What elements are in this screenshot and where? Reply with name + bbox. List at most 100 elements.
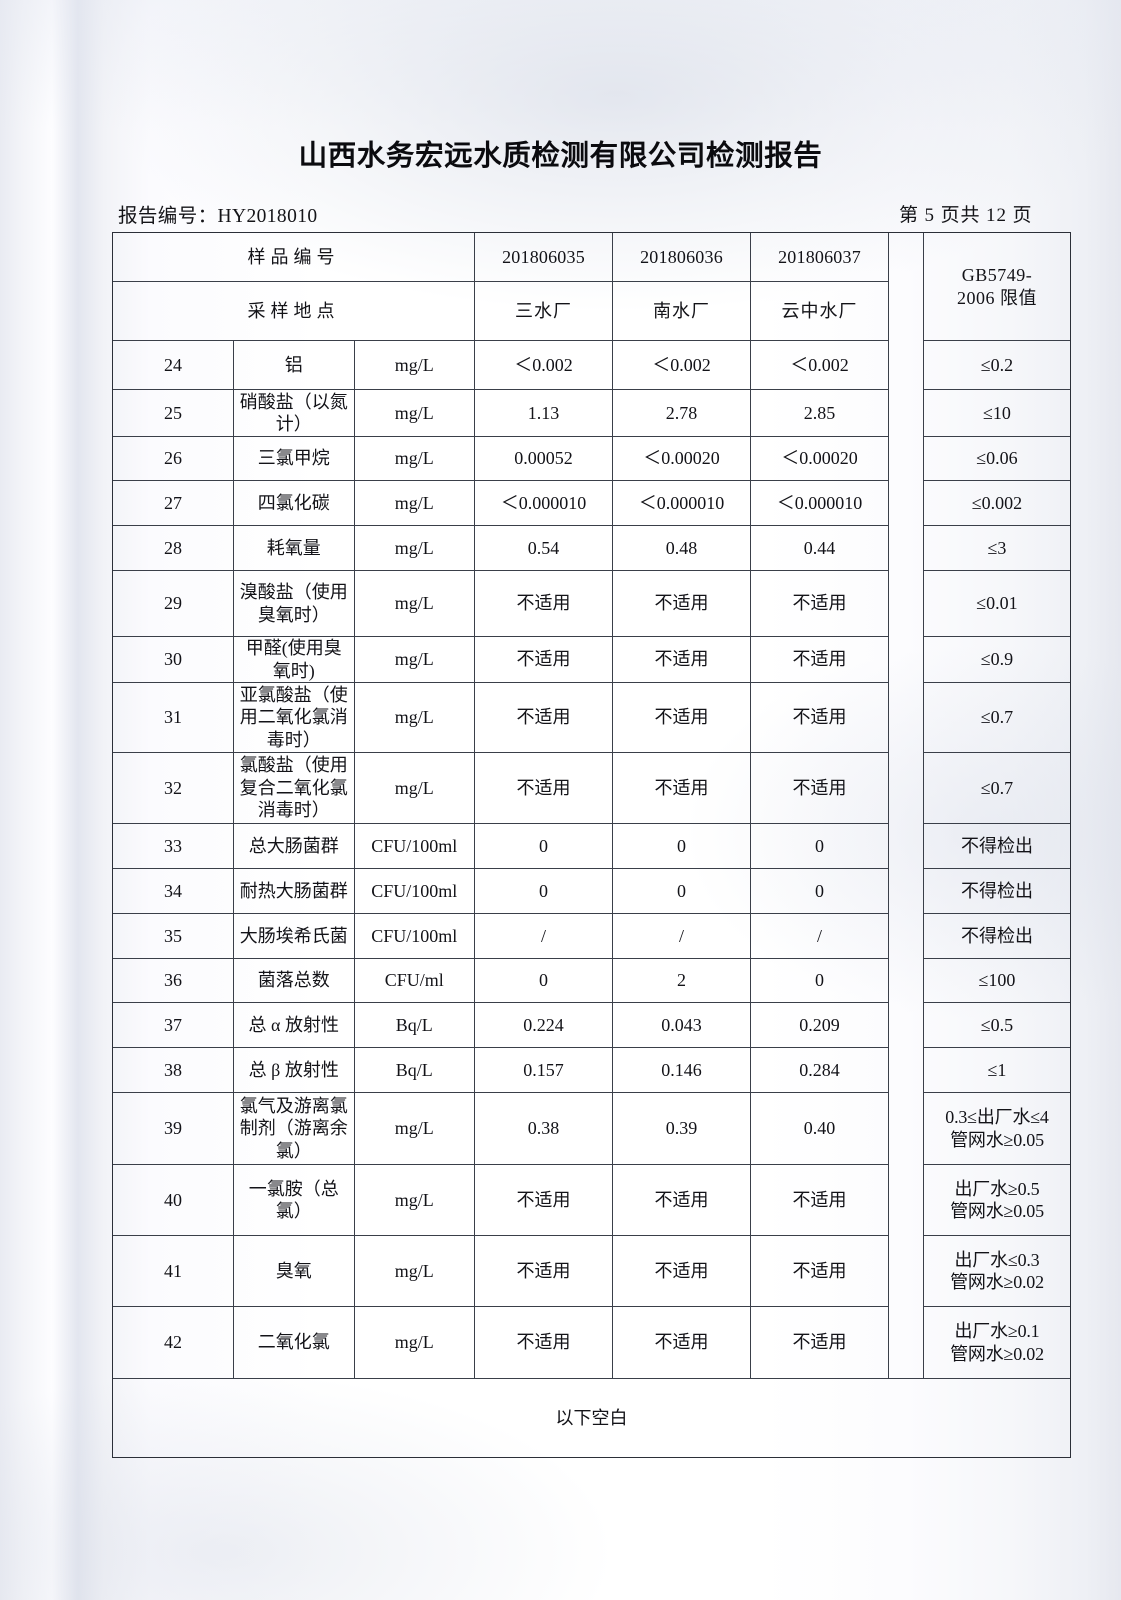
row-value-1: 0: [474, 823, 613, 869]
row-limit-line1: 出厂水≥0.5: [954, 1178, 1040, 1199]
row-unit: mg/L: [353, 1235, 475, 1307]
row-parameter: 亚氯酸盐（使用二氧化氯消毒时）: [233, 682, 355, 753]
row-unit: mg/L: [353, 389, 475, 437]
row-limit: ≤3: [923, 525, 1070, 571]
row-unit: mg/L: [353, 1092, 475, 1165]
spacer-cell: [888, 682, 924, 753]
row-value-3: ＜0.000010: [750, 480, 889, 526]
row-value-2: ＜0.000010: [612, 480, 751, 526]
header-site-3: 云中水厂: [750, 281, 889, 341]
row-limit: ≤0.06: [923, 436, 1070, 481]
row-number: 40: [113, 1164, 234, 1236]
row-unit: CFU/ml: [353, 958, 475, 1003]
row-parameter: 铝: [233, 340, 355, 390]
spacer-cell: [888, 525, 924, 571]
row-value-3: 0.44: [750, 525, 889, 571]
row-value-3: /: [750, 913, 889, 959]
header-site-1: 三水厂: [474, 281, 613, 341]
row-value-3: ＜0.002: [750, 340, 889, 390]
row-value-1: 0: [474, 958, 613, 1003]
row-limit: ≤0.7: [923, 682, 1070, 753]
page-title: 山西水务宏远水质检测有限公司检测报告: [298, 139, 823, 172]
row-value-3: 不适用: [750, 1164, 889, 1236]
report-number: 报告编号：HY2018010: [118, 206, 318, 227]
row-limit: 出厂水≥0.5 管网水≥0.05: [923, 1164, 1070, 1236]
row-value-1: 不适用: [474, 1235, 613, 1307]
row-number: 31: [113, 682, 234, 753]
spacer-cell: [888, 823, 924, 869]
row-number: 28: [113, 525, 234, 571]
row-value-3: 0: [750, 868, 889, 914]
spacer-cell: [888, 340, 924, 390]
row-limit: ≤10: [923, 389, 1070, 437]
row-limit: ≤0.2: [923, 340, 1070, 390]
row-value-1: ＜0.002: [474, 340, 613, 390]
row-unit: Bq/L: [353, 1002, 475, 1048]
row-parameter: 氯酸盐（使用复合二氧化氯消毒时）: [233, 752, 355, 824]
row-value-1: 不适用: [474, 1306, 613, 1379]
spacer-cell: [888, 1235, 924, 1307]
row-value-2: 2.78: [612, 389, 751, 437]
table-row: 42 二氧化氯 mg/L 不适用 不适用 不适用 出厂水≥0.1 管网水≥0.0…: [113, 1306, 1070, 1379]
header-sample-number-2: 201806036: [612, 233, 751, 282]
row-value-2: ＜0.00020: [612, 436, 751, 481]
table-header-sample-numbers: 样品编号 201806035 201806036 201806037 GB574…: [113, 233, 1070, 341]
spacer-column: [888, 233, 924, 341]
row-number: 34: [113, 868, 234, 914]
row-limit: 不得检出: [923, 913, 1070, 959]
row-limit: ≤100: [923, 958, 1070, 1003]
page-indicator: 第 5 页共 12 页: [899, 205, 1033, 226]
row-unit: CFU/100ml: [353, 868, 475, 914]
spacer-cell: [888, 480, 924, 526]
row-parameter: 甲醛(使用臭氧时): [233, 636, 355, 683]
row-limit: 0.3≤出厂水≤4 管网水≥0.05: [923, 1092, 1070, 1165]
row-value-1: 0.00052: [474, 436, 613, 481]
row-value-2: 不适用: [612, 570, 751, 637]
row-parameter: 一氯胺（总氯）: [233, 1164, 355, 1236]
row-value-2: 不适用: [612, 1306, 751, 1379]
row-unit: mg/L: [353, 682, 475, 753]
row-number: 39: [113, 1092, 234, 1165]
row-unit: mg/L: [353, 752, 475, 824]
row-value-1: ＜0.000010: [474, 480, 613, 526]
header-site-2: 南水厂: [612, 281, 751, 341]
spacer-cell: [888, 1092, 924, 1165]
row-number: 36: [113, 958, 234, 1003]
row-unit: mg/L: [353, 340, 475, 390]
row-limit: ≤0.5: [923, 1002, 1070, 1048]
row-number: 25: [113, 389, 234, 437]
row-value-2: 0.39: [612, 1092, 751, 1165]
table-footer-note-row: 以下空白: [113, 1378, 1070, 1457]
row-limit-line1: 0.3≤出厂水≤4: [945, 1107, 1049, 1127]
spacer-cell: [888, 389, 924, 437]
row-limit-line1: 出厂水≥0.1: [954, 1321, 1040, 1341]
row-unit: CFU/100ml: [353, 913, 475, 959]
row-value-3: 0: [750, 823, 889, 869]
table-row: 29 溴酸盐（使用臭氧时） mg/L 不适用 不适用 不适用 ≤0.01: [113, 570, 1070, 637]
row-number: 26: [113, 436, 234, 481]
row-unit: mg/L: [353, 436, 475, 481]
row-parameter: 总 β 放射性: [233, 1047, 355, 1093]
row-limit-line2: 管网水≥0.02: [950, 1272, 1044, 1292]
row-limit: 出厂水≥0.1 管网水≥0.02: [923, 1306, 1070, 1379]
row-number: 35: [113, 913, 234, 959]
row-limit: ≤0.7: [923, 752, 1070, 824]
row-value-1: /: [474, 913, 613, 959]
row-value-3: 0: [750, 958, 889, 1003]
row-parameter: 耐热大肠菌群: [233, 868, 355, 914]
header-sample-number-1: 201806035: [474, 233, 613, 282]
table-row: 33 总大肠菌群 CFU/100ml 0 0 0 不得检出: [113, 823, 1070, 869]
row-parameter: 四氯化碳: [233, 480, 355, 526]
row-value-2: 2: [612, 958, 751, 1003]
row-number: 27: [113, 480, 234, 526]
table-row: 40 一氯胺（总氯） mg/L 不适用 不适用 不适用 出厂水≥0.5 管网水≥…: [113, 1164, 1070, 1236]
row-value-2: 0.146: [612, 1047, 751, 1093]
spacer-cell: [888, 636, 924, 683]
row-value-2: 0.043: [612, 1002, 751, 1048]
table-row: 34 耐热大肠菌群 CFU/100ml 0 0 0 不得检出: [113, 868, 1070, 914]
row-parameter: 总 α 放射性: [233, 1002, 355, 1048]
row-limit-line1: 出厂水≤0.3: [954, 1249, 1040, 1270]
row-value-1: 0: [474, 868, 613, 914]
row-parameter: 大肠埃希氏菌: [233, 913, 355, 959]
row-value-3: 0.284: [750, 1047, 889, 1093]
